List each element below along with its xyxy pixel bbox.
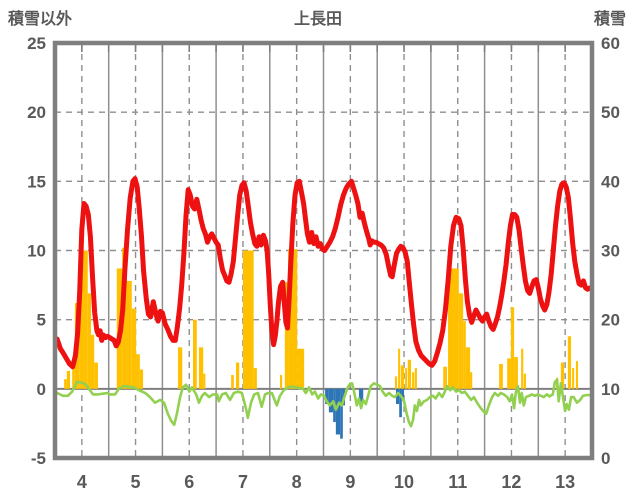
x-axis-tick: 13 bbox=[555, 472, 575, 492]
left-axis-tick: 25 bbox=[27, 34, 46, 53]
left-axis-tick: -5 bbox=[31, 449, 46, 468]
x-axis-tick: 10 bbox=[394, 472, 414, 492]
left-axis-tick: 15 bbox=[27, 172, 46, 191]
red-line bbox=[55, 176, 592, 370]
right-axis-tick: 50 bbox=[601, 103, 620, 122]
x-axis-tick: 8 bbox=[292, 472, 302, 492]
right-axis-tick: 60 bbox=[601, 34, 620, 53]
right-axis-tick: 10 bbox=[601, 380, 620, 399]
x-axis-tick: 12 bbox=[501, 472, 521, 492]
x-axis-tick: 11 bbox=[448, 472, 467, 492]
right-axis-tick: 20 bbox=[601, 311, 620, 330]
x-axis-tick: 5 bbox=[131, 472, 141, 492]
x-axis-tick: 6 bbox=[184, 472, 194, 492]
left-axis-title: 積雪以外 bbox=[8, 11, 73, 28]
left-axis-tick: 20 bbox=[27, 103, 46, 122]
right-axis-tick: 0 bbox=[601, 449, 610, 468]
right-axis-title: 積雪 bbox=[593, 11, 626, 28]
x-axis-tick: 7 bbox=[238, 472, 248, 492]
series-group bbox=[55, 176, 592, 439]
left-axis-tick: 10 bbox=[27, 242, 46, 261]
x-axis-tick: 4 bbox=[77, 472, 87, 492]
left-axis-tick: 5 bbox=[37, 311, 46, 330]
right-axis-tick: 30 bbox=[601, 242, 620, 261]
x-axis-tick: 9 bbox=[345, 472, 355, 492]
right-axis-tick: 40 bbox=[601, 172, 620, 191]
chart-title: 上長田 bbox=[293, 11, 342, 28]
orange-bars bbox=[64, 247, 579, 389]
green-line bbox=[55, 378, 591, 428]
top-ticks bbox=[81, 43, 566, 52]
left-axis-tick: 0 bbox=[37, 380, 46, 399]
